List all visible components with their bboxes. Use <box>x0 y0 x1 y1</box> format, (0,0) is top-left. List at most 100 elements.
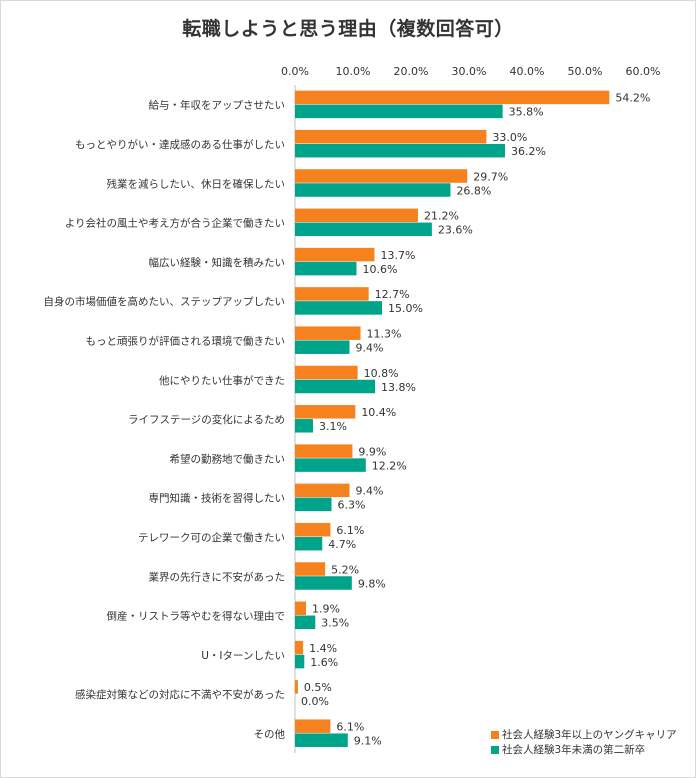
bar <box>295 458 366 472</box>
category-label: 業界の先行きに不安があった <box>149 570 286 583</box>
data-label: 9.4% <box>356 485 384 498</box>
category-label: 残業を減らしたい、休日を確保したい <box>107 177 286 190</box>
data-label: 0.0% <box>301 695 329 708</box>
data-label: 9.8% <box>358 577 386 590</box>
x-tick-label: 0.0% <box>281 65 309 78</box>
x-tick-label: 50.0% <box>568 65 603 78</box>
bar <box>295 680 298 694</box>
legend-label: 社会人経験3年未満の第二新卒 <box>502 744 646 756</box>
bar <box>295 719 331 733</box>
bar <box>295 365 358 380</box>
category-label: 感染症対策などの対応に不満や不安があった <box>75 688 285 701</box>
category-label: 給与・年収をアップさせたい <box>149 99 286 112</box>
category-label: その他 <box>254 727 286 740</box>
bar <box>295 615 316 630</box>
bar <box>295 733 348 747</box>
bar <box>295 169 468 183</box>
chart-title: 転職しようと思う理由（複数回答可） <box>182 18 514 40</box>
bar <box>295 261 357 276</box>
legend-label: 社会人経験3年以上のヤングキャリア <box>502 729 677 741</box>
data-label: 15.0% <box>388 302 423 315</box>
category-label: U・Iターンしたい <box>201 650 285 662</box>
data-label: 3.5% <box>321 617 349 630</box>
category-label: ライフステージの変化によるため <box>128 413 285 426</box>
data-label: 6.3% <box>338 499 366 512</box>
bar <box>295 104 503 119</box>
category-label: テレワーク可の企業で働きたい <box>138 531 285 544</box>
legend-item-young-career: 社会人経験3年以上のヤングキャリア <box>491 727 677 742</box>
data-label: 29.7% <box>473 170 508 183</box>
data-label: 1.6% <box>310 656 338 669</box>
category-label: 希望の勤務地で働きたい <box>170 452 286 465</box>
data-label: 11.3% <box>367 327 402 340</box>
bar <box>295 129 487 144</box>
bar <box>295 287 369 301</box>
data-label: 13.7% <box>380 249 415 262</box>
bar <box>295 405 356 419</box>
category-label: より会社の風土や考え方が合う企業で働きたい <box>65 217 285 230</box>
data-label: 0.5% <box>304 681 332 694</box>
category-label: 自身の市場価値を高めたい、ステップアップしたい <box>44 295 286 308</box>
bar <box>295 444 353 458</box>
category-label: もっと頑張りが評価される環境で働きたい <box>86 334 286 347</box>
bar <box>295 247 375 262</box>
bar <box>295 222 432 237</box>
legend: 社会人経験3年以上のヤングキャリア 社会人経験3年未満の第二新卒 <box>491 727 677 757</box>
bar <box>295 654 305 669</box>
bar <box>295 536 323 551</box>
data-label: 21.2% <box>424 210 459 223</box>
data-label: 12.2% <box>372 459 407 472</box>
category-label: 幅広い経験・知識を積みたい <box>149 256 286 269</box>
bar <box>295 483 350 498</box>
data-label: 9.4% <box>356 341 384 354</box>
x-tick-label: 30.0% <box>452 65 487 78</box>
data-label: 36.2% <box>511 145 546 158</box>
legend-item-second-graduate: 社会人経験3年未満の第二新卒 <box>491 742 677 757</box>
category-label: 専門知識・技術を習得したい <box>149 492 286 505</box>
bar <box>295 340 350 354</box>
data-label: 6.1% <box>336 720 364 733</box>
data-label: 33.0% <box>492 131 527 144</box>
data-label: 1.9% <box>312 603 340 616</box>
bar <box>295 497 332 512</box>
data-label: 23.6% <box>438 224 473 237</box>
data-label: 4.7% <box>328 538 356 551</box>
bar <box>295 379 376 394</box>
data-label: 9.1% <box>354 734 382 747</box>
x-tick-label: 10.0% <box>336 65 371 78</box>
category-label: もっとやりがい・達成感のある仕事がしたい <box>75 138 285 151</box>
bar <box>295 522 331 537</box>
category-label: 他にやりたい仕事ができた <box>159 374 285 387</box>
data-label: 1.4% <box>309 642 337 655</box>
legend-swatch-green <box>491 745 499 754</box>
bar <box>295 419 313 433</box>
bar <box>295 640 304 655</box>
category-label: 倒産・リストラ等やむを得ない理由で <box>107 610 286 623</box>
x-tick-label: 60.0% <box>626 65 661 78</box>
data-label: 26.8% <box>456 184 491 197</box>
bar <box>295 562 326 576</box>
data-label: 13.8% <box>381 381 416 394</box>
data-label: 9.9% <box>358 445 386 458</box>
data-label: 6.1% <box>336 524 364 537</box>
data-label: 12.7% <box>375 288 410 301</box>
data-label: 10.8% <box>364 367 399 380</box>
bar <box>295 326 361 340</box>
data-label: 54.2% <box>615 92 650 105</box>
data-label: 10.6% <box>362 263 397 276</box>
x-tick-label: 20.0% <box>394 65 429 78</box>
bar <box>295 301 382 315</box>
bar <box>295 208 418 223</box>
bar <box>295 601 307 616</box>
bar <box>295 183 451 197</box>
data-label: 10.4% <box>361 406 396 419</box>
bar <box>295 143 505 158</box>
legend-swatch-orange <box>491 730 499 739</box>
data-label: 3.1% <box>319 420 347 433</box>
data-label: 5.2% <box>331 563 359 576</box>
x-tick-label: 40.0% <box>510 65 545 78</box>
bar <box>295 90 610 105</box>
bar <box>295 576 352 590</box>
data-label: 35.8% <box>509 106 544 119</box>
